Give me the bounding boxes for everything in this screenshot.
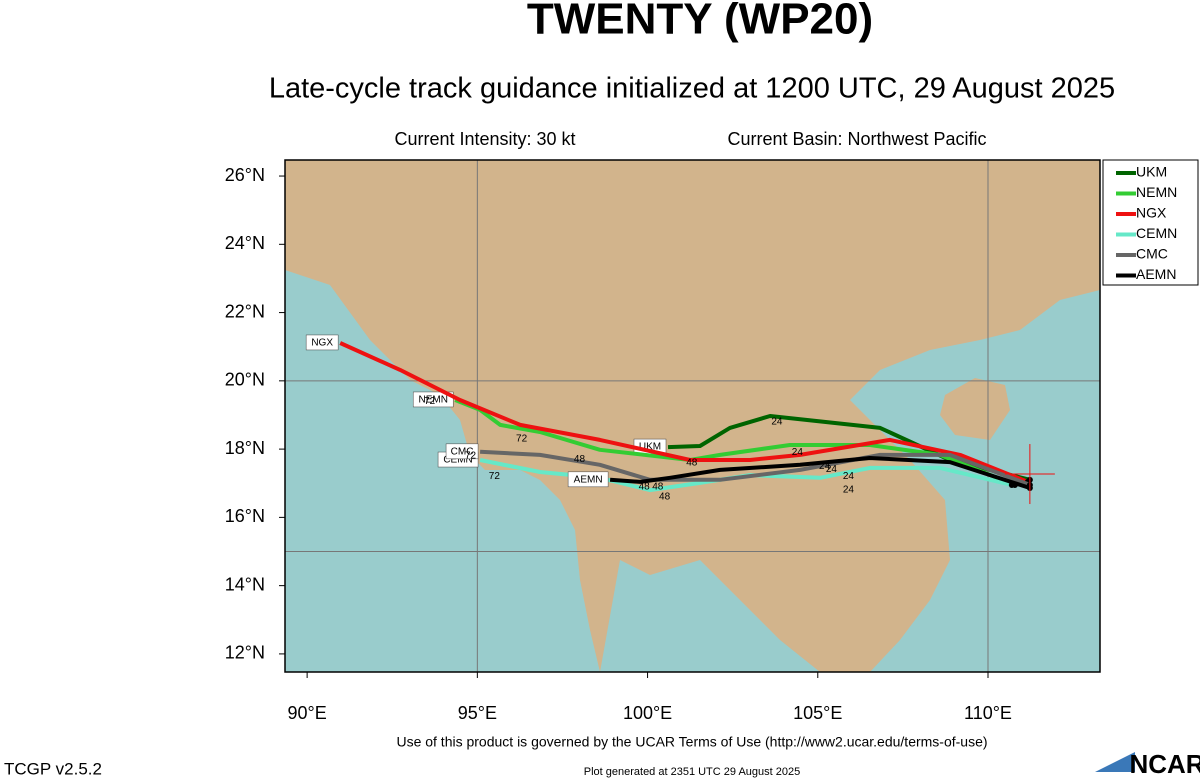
track-end-label: AEMN bbox=[567, 471, 609, 488]
x-tick-label: 100°E bbox=[623, 703, 672, 723]
hour-label: 72 bbox=[489, 471, 501, 482]
track-end-label: CMC bbox=[445, 443, 479, 460]
hour-label: 24 bbox=[843, 471, 855, 482]
basin: Current Basin: Northwest Pacific bbox=[727, 129, 986, 149]
intensity: Current Intensity: 30 kt bbox=[394, 129, 575, 149]
version: TCGP v2.5.2 bbox=[4, 759, 102, 778]
x-tick-label: 90°E bbox=[288, 703, 327, 723]
track-name: UKM bbox=[639, 442, 661, 453]
hour-label: 48 bbox=[686, 457, 698, 468]
y-tick-label: 22°N bbox=[225, 301, 265, 321]
track-end-label: NGX bbox=[305, 334, 339, 351]
logo-mark bbox=[1095, 752, 1135, 772]
y-tick-label: 24°N bbox=[225, 233, 265, 253]
x-tick-label: 105°E bbox=[793, 703, 842, 723]
track-line bbox=[479, 449, 1031, 487]
bay-of-bengal bbox=[285, 270, 600, 672]
generated: Plot generated at 2351 UTC 29 August 202… bbox=[584, 766, 801, 778]
track-line bbox=[339, 341, 1029, 484]
y-tick-label: 26°N bbox=[225, 165, 265, 185]
hour-label: 48 bbox=[659, 492, 671, 503]
legend-label: AEMN bbox=[1136, 266, 1176, 282]
label-box bbox=[445, 443, 479, 460]
track-name: CMC bbox=[451, 446, 474, 457]
x-tick-label: 110°E bbox=[964, 703, 1012, 723]
plot-frame bbox=[284, 159, 1101, 673]
hour-label: 72 bbox=[424, 396, 436, 407]
hour-label: 24 bbox=[792, 447, 804, 458]
hour-label: 24 bbox=[843, 485, 855, 496]
hainan bbox=[940, 378, 1010, 440]
hour-label: 24 bbox=[826, 464, 838, 475]
legend-label: CMC bbox=[1136, 246, 1168, 262]
legend-label: NEMN bbox=[1136, 184, 1177, 200]
label-box bbox=[567, 471, 609, 488]
hour-label: 48 bbox=[639, 481, 651, 492]
south-china-sea bbox=[850, 290, 1100, 672]
label-box bbox=[412, 391, 454, 408]
track-end-label: NEMN bbox=[412, 391, 454, 408]
track-name: CEMN bbox=[443, 455, 472, 466]
track-line bbox=[609, 456, 1031, 490]
legend-label: UKM bbox=[1136, 164, 1167, 180]
y-tick-label: 16°N bbox=[225, 506, 265, 526]
x-tick-label: 95°E bbox=[458, 703, 497, 723]
track-name: NEMN bbox=[418, 395, 447, 406]
legend-label: NGX bbox=[1136, 205, 1167, 221]
track-name: NGX bbox=[311, 338, 333, 349]
title: TWENTY (WP20) bbox=[527, 0, 873, 44]
y-tick-label: 20°N bbox=[225, 370, 265, 390]
y-tick-label: 14°N bbox=[225, 574, 265, 594]
hour-label: 72 bbox=[516, 434, 528, 445]
hour-label: 24 bbox=[771, 416, 783, 427]
track-name: AEMN bbox=[574, 474, 603, 485]
terms: Use of this product is governed by the U… bbox=[396, 734, 987, 750]
y-tick-label: 18°N bbox=[225, 438, 265, 458]
logo: NCAR bbox=[1129, 749, 1200, 779]
y-tick-label: 12°N bbox=[225, 643, 265, 663]
label-box bbox=[305, 334, 339, 351]
gulf-of-thailand bbox=[600, 560, 820, 672]
hour-label: 48 bbox=[652, 481, 664, 492]
hour-label: 72 bbox=[465, 451, 477, 462]
legend-label: CEMN bbox=[1136, 225, 1177, 241]
hour-label: 24 bbox=[819, 461, 831, 472]
hour-label: 48 bbox=[574, 454, 586, 465]
legend bbox=[1102, 159, 1199, 286]
subtitle: Late-cycle track guidance initialized at… bbox=[269, 73, 1115, 105]
